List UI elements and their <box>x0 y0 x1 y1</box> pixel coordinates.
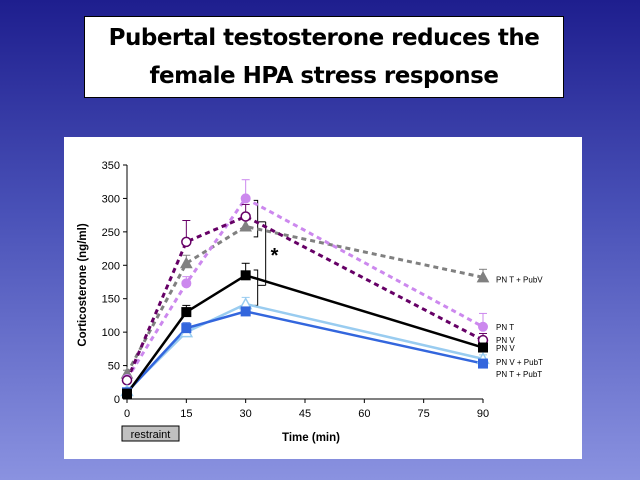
data-point <box>240 306 251 317</box>
data-point <box>478 358 488 369</box>
data-point <box>240 193 251 204</box>
series-label: PN T + PubV <box>496 275 543 284</box>
significance-bracket-lower <box>253 269 259 306</box>
x-axis-title: Time (min) <box>282 432 340 444</box>
data-point <box>181 307 192 318</box>
series-label: PN V <box>496 336 515 345</box>
slide-title: Pubertal testosterone reduces the female… <box>108 25 540 89</box>
y-tick-label: 300 <box>102 193 120 205</box>
data-point <box>478 321 488 332</box>
restraint-label: restraint <box>131 429 171 441</box>
series-line <box>125 196 484 380</box>
significance-bracket-upper <box>253 199 259 238</box>
y-tick-label: 0 <box>114 394 120 406</box>
restraint-box <box>121 425 180 442</box>
corticosterone-chart: 0 50 100 150 200 250 300 350 0 15 30 45 60 75 90 Time (… <box>77 160 543 444</box>
x-tick-label: 60 <box>358 408 370 420</box>
x-tick-label: 90 <box>477 408 489 420</box>
x-tick-label: 0 <box>124 408 130 420</box>
data-point <box>181 323 192 334</box>
data-point <box>240 211 251 222</box>
y-tick-label: 50 <box>108 361 120 373</box>
data-point <box>181 278 192 289</box>
series-label: PN T + PubT <box>496 370 542 379</box>
y-tick-label: 150 <box>102 294 120 306</box>
slide-title-box: Pubertal testosterone reduces the female… <box>84 16 564 98</box>
data-point <box>122 388 132 399</box>
series-line <box>126 302 484 392</box>
x-tick-label: 30 <box>240 408 252 420</box>
y-tick-label: 100 <box>102 327 120 339</box>
series-label: PN V <box>496 344 515 353</box>
series-line <box>125 224 484 375</box>
series-line <box>126 310 484 394</box>
data-point <box>121 375 133 386</box>
series-label: PN T <box>496 323 514 332</box>
chart-panel: 0 50 100 150 200 250 300 350 0 15 30 45 60 75 90 Time (… <box>64 137 582 459</box>
data-point <box>476 270 490 283</box>
series-line <box>125 273 484 395</box>
y-tick-label: 250 <box>102 227 120 239</box>
y-tick-label: 200 <box>102 260 120 272</box>
data-point <box>181 236 192 248</box>
data-point <box>179 256 193 269</box>
y-axis-title: Corticosterone (ng/ml) <box>77 223 89 346</box>
x-tick-label: 45 <box>299 408 311 420</box>
significance-asterisk: * <box>271 245 279 267</box>
data-point <box>239 219 253 232</box>
data-point <box>478 342 488 353</box>
series-label: PN V + PubT <box>496 358 543 367</box>
x-tick-label: 75 <box>418 408 430 420</box>
x-tick-label: 15 <box>180 408 192 420</box>
y-tick-label: 350 <box>102 160 120 172</box>
data-point <box>240 270 251 281</box>
series-line <box>125 214 484 381</box>
